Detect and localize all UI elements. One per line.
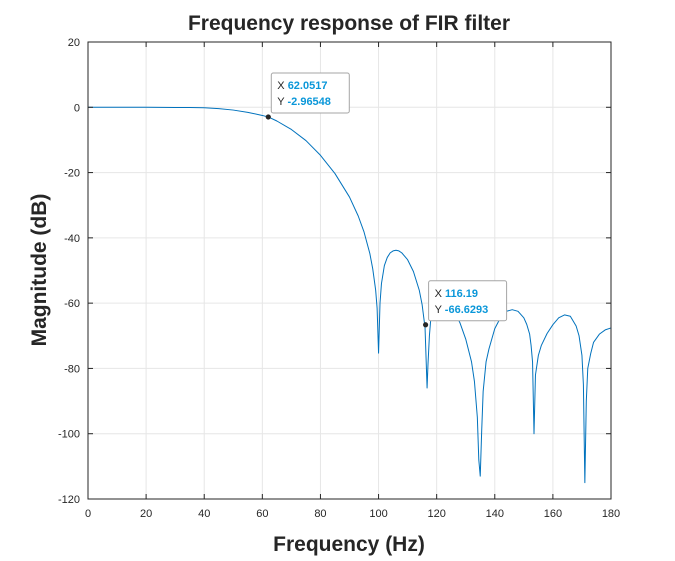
plot-area[interactable]	[87, 41, 612, 500]
x-tick-label: 20	[140, 508, 152, 520]
x-tick-labels: 0 20 40 60 80 100 120 140 160 180	[85, 508, 620, 520]
tick-marks	[87, 41, 612, 500]
x-tick-label: 160	[544, 508, 562, 520]
datatip-y-row: Y -2.96548	[277, 96, 331, 108]
datatip-y-label: Y	[435, 304, 445, 316]
y-tick-label: -120	[58, 494, 80, 506]
axes-background	[88, 42, 611, 499]
x-tick-label: 140	[486, 508, 504, 520]
axes-box	[87, 41, 612, 500]
x-tick-label: 80	[314, 508, 326, 520]
x-tick-label: 40	[198, 508, 210, 520]
x-tick-label: 100	[369, 508, 387, 520]
datatip-marker[interactable]	[265, 114, 271, 120]
y-tick-label: -20	[64, 168, 80, 180]
datatip-x-value: 62.0517	[288, 80, 328, 92]
y-tick-label: -100	[58, 429, 80, 441]
x-tick-label: 180	[602, 508, 620, 520]
y-tick-label: 20	[68, 37, 80, 49]
datatip-box	[428, 280, 508, 322]
datatip-x-value: 116.19	[445, 288, 478, 300]
datatip-x-row: X 116.19	[435, 288, 478, 300]
y-axis-label: Magnitude (dB)	[28, 194, 51, 347]
datatip-y-value: -66.6293	[445, 304, 488, 316]
datatip-y-value: -2.96548	[287, 96, 330, 108]
y-tick-label: 0	[74, 102, 80, 114]
x-tick-label: 0	[85, 508, 91, 520]
x-axis-label: Frequency (Hz)	[273, 533, 425, 556]
datatip-box	[270, 72, 350, 114]
x-tick-label: 120	[427, 508, 445, 520]
chart-title: Frequency response of FIR filter	[188, 12, 510, 35]
datatip-y-label: Y	[277, 96, 287, 108]
datatip-x-row: X 62.0517	[277, 80, 327, 92]
x-tick-label: 60	[256, 508, 268, 520]
datatip-x-label: X	[435, 288, 445, 300]
datatip[interactable]: X 116.19Y -66.6293	[422, 280, 508, 328]
y-tick-labels: 20 0 -20 -40 -60 -80 -100 -120	[58, 37, 80, 506]
y-tick-label: -80	[64, 363, 80, 375]
y-tick-label: -60	[64, 298, 80, 310]
datatip-marker[interactable]	[422, 322, 429, 328]
y-tick-label: -40	[64, 233, 80, 245]
datatip-y-row: Y -66.6293	[435, 304, 489, 316]
datatip-x-label: X	[277, 80, 287, 92]
